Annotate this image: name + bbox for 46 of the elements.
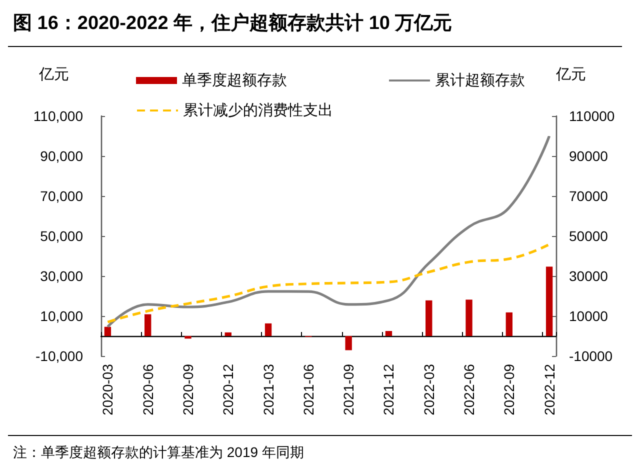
bar xyxy=(385,331,392,336)
y2-axis-title: 亿元 xyxy=(555,66,586,83)
bar xyxy=(144,314,152,336)
y2-tick-label: 90000 xyxy=(569,148,608,164)
y2-tick-label: 30000 xyxy=(569,268,608,284)
x-tick-label: 2022-06 xyxy=(461,364,478,416)
x-tick-label: 2020-03 xyxy=(100,364,116,416)
x-tick-label: 2022-12 xyxy=(541,364,558,416)
x-tick-label: 2021-09 xyxy=(340,364,357,416)
bar xyxy=(184,336,192,339)
y2-tick-label: 50000 xyxy=(569,228,608,244)
x-tick-label: 2020-09 xyxy=(180,364,196,416)
x-tick-label: 2020-06 xyxy=(140,364,156,416)
y-axis-title: 亿元 xyxy=(38,66,69,83)
y-tick-label: 90,000 xyxy=(40,148,84,164)
bar xyxy=(466,300,472,336)
y2-tick-label: 10000 xyxy=(569,308,608,324)
y-tick-label: 50,000 xyxy=(40,228,84,244)
bar xyxy=(345,336,352,350)
x-tick-label: 2022-03 xyxy=(420,364,437,416)
legend-label: 累计减少的消费性支出 xyxy=(183,102,333,119)
y-tick-label: 10,000 xyxy=(40,308,84,324)
y-tick-label: 30,000 xyxy=(40,268,84,284)
x-tick-label: 2021-03 xyxy=(260,364,276,416)
y2-tick-label: 110000 xyxy=(569,108,615,124)
bar xyxy=(506,312,513,336)
x-tick-label: 2021-06 xyxy=(300,364,316,416)
bar xyxy=(224,332,232,336)
y-tick-label: 70,000 xyxy=(40,188,84,204)
y-tick-label: 110,000 xyxy=(33,108,84,124)
bar xyxy=(264,323,272,336)
line-series xyxy=(106,243,551,324)
bar xyxy=(546,266,553,336)
y2-tick-label: 70000 xyxy=(569,188,608,204)
bar xyxy=(104,326,112,336)
line-series xyxy=(106,134,551,328)
bar xyxy=(426,300,432,336)
legend-label: 单季度超额存款 xyxy=(182,72,287,89)
text: 注：单季度超额存款的计算基准为 2019 年同期 xyxy=(13,444,304,460)
y2-tick-label: -10000 xyxy=(569,348,613,364)
x-tick-label: 2020-12 xyxy=(220,364,236,416)
chart-title: 图 16：2020-2022 年，住户超额存款共计 10 万亿元 xyxy=(13,12,452,34)
legend-label: 累计超额存款 xyxy=(435,72,525,89)
x-tick-label: 2021-12 xyxy=(380,364,397,416)
x-tick-label: 2022-09 xyxy=(501,364,518,416)
y-tick-label: -10,000 xyxy=(36,348,84,364)
